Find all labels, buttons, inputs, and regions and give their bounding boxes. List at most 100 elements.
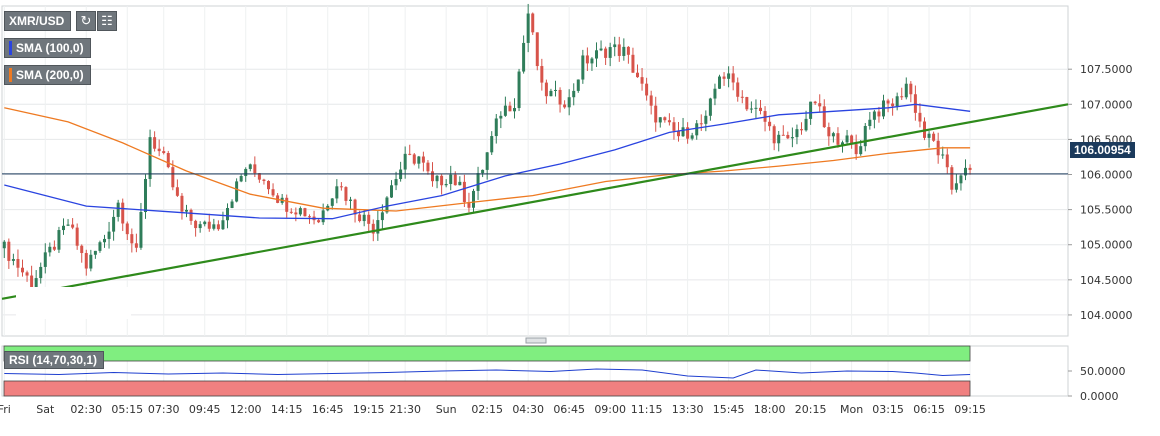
- candle-body: [886, 100, 890, 104]
- candle-body: [48, 246, 52, 253]
- candle-body: [21, 267, 24, 273]
- candle-body: [98, 242, 102, 251]
- candle-body: [827, 127, 831, 137]
- candle-body: [203, 221, 207, 225]
- chart-style-button[interactable]: ☷: [97, 11, 117, 31]
- candle-body: [699, 123, 703, 125]
- candle-body: [749, 108, 753, 110]
- x-tick-label: 02:30: [70, 403, 102, 416]
- candle-body: [941, 154, 945, 156]
- candle-body: [289, 211, 293, 213]
- rsi-legend[interactable]: RSI (14,70,30,1): [4, 351, 105, 369]
- candle-body: [134, 243, 138, 248]
- sma200-legend[interactable]: SMA (200,0): [4, 65, 91, 85]
- candle-body: [244, 168, 248, 177]
- x-tick-label: Mon: [840, 403, 863, 416]
- bar-chart-icon: ☷: [101, 13, 113, 28]
- candle-body: [367, 214, 371, 224]
- x-tick-label: 11:15: [631, 403, 663, 416]
- candle-body: [103, 238, 106, 243]
- symbol-label[interactable]: XMR/USD: [4, 11, 72, 31]
- candle-body: [850, 135, 854, 145]
- sma200-label: SMA (200,0): [16, 68, 84, 82]
- candle-body: [859, 146, 863, 155]
- candle-body: [339, 186, 343, 188]
- candle-body: [954, 183, 958, 190]
- candle-body: [790, 137, 794, 139]
- candle-body: [189, 209, 193, 221]
- candle-body: [526, 13, 530, 43]
- candle-body: [80, 245, 84, 254]
- x-tick-label: 15:45: [713, 403, 745, 416]
- candle-body: [654, 105, 658, 123]
- candle-body: [877, 111, 881, 117]
- candle-body: [626, 46, 630, 55]
- x-tick-label: 21:30: [389, 403, 421, 416]
- candle-body: [604, 48, 608, 58]
- candle-body: [872, 111, 876, 120]
- candle-body: [257, 173, 261, 180]
- rsi-y-tick-label: 0.0000: [1080, 390, 1119, 403]
- candle-body: [380, 212, 384, 221]
- candle-body: [426, 162, 430, 172]
- candle-body: [645, 83, 649, 96]
- rsi-oversold-zone: [3, 380, 971, 397]
- candle-body: [549, 90, 553, 97]
- y-tick-label: 104.5000: [1080, 274, 1133, 287]
- candle-body: [831, 133, 835, 137]
- candle-body: [16, 259, 20, 268]
- sma100-legend[interactable]: SMA (100,0): [4, 38, 91, 58]
- candle-body: [175, 187, 179, 196]
- candle-body: [535, 32, 539, 67]
- candle-body: [863, 125, 867, 147]
- candle-body: [754, 107, 758, 109]
- candle-body: [298, 208, 302, 215]
- candle-body: [781, 134, 785, 136]
- candle-body: [786, 134, 790, 139]
- candle-body: [349, 199, 352, 201]
- candle-body: [772, 126, 776, 144]
- refresh-button[interactable]: ↻: [76, 11, 96, 31]
- y-tick-label: 104.0000: [1080, 309, 1133, 322]
- candle-body: [198, 224, 202, 229]
- candle-body: [544, 82, 548, 97]
- candle-body: [89, 254, 93, 269]
- candle-body: [540, 66, 544, 83]
- candle-body: [841, 142, 844, 145]
- candle-body: [595, 50, 598, 59]
- candle-body: [927, 133, 931, 138]
- candle-body: [11, 259, 15, 261]
- candle-body: [93, 250, 97, 255]
- candle-body: [845, 135, 849, 143]
- candle-body: [968, 167, 972, 170]
- candle-body: [517, 71, 521, 109]
- candle-body: [763, 111, 767, 122]
- candle-body: [768, 121, 772, 127]
- candle-body: [690, 135, 694, 139]
- x-tick-label: 03:15: [872, 403, 904, 416]
- candle-body: [868, 119, 872, 126]
- candle-body: [572, 90, 576, 98]
- x-tick-label: Fri: [0, 403, 11, 416]
- candle-body: [358, 214, 362, 222]
- candle-body: [435, 175, 439, 182]
- candle-body: [39, 266, 43, 279]
- candle-body: [449, 174, 453, 185]
- candle-body: [412, 154, 416, 164]
- candle-body: [590, 58, 594, 64]
- candle-body: [818, 103, 822, 107]
- candle-body: [613, 44, 617, 48]
- x-tick-label: 05:15: [111, 403, 143, 416]
- candle-body: [563, 104, 567, 108]
- candle-body: [631, 54, 635, 73]
- candle-body: [959, 175, 963, 184]
- refresh-icon: ↻: [80, 13, 92, 28]
- candle-body: [166, 153, 170, 168]
- candle-body: [194, 220, 198, 229]
- candle-body: [34, 278, 38, 289]
- x-tick-label: 19:15: [353, 403, 385, 416]
- pane-resize-handle: [525, 337, 547, 344]
- candle-body: [43, 252, 47, 267]
- candle-body: [950, 167, 954, 190]
- candle-body: [964, 167, 967, 176]
